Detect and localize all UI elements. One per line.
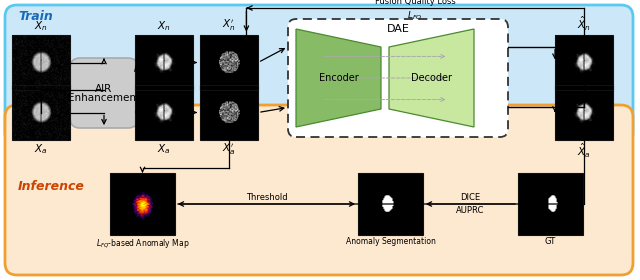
Bar <box>358 173 423 235</box>
Bar <box>12 35 70 90</box>
Text: Inference: Inference <box>18 180 85 193</box>
Bar <box>135 35 193 90</box>
Bar <box>110 173 175 235</box>
Text: Train: Train <box>18 10 52 23</box>
Bar <box>518 173 583 235</box>
Text: GT: GT <box>545 237 556 246</box>
FancyBboxPatch shape <box>288 19 508 137</box>
Bar <box>135 85 193 140</box>
Text: Threshold: Threshold <box>246 193 287 202</box>
Text: DAE: DAE <box>387 24 410 34</box>
Text: Fusion Quality Loss: Fusion Quality Loss <box>375 0 456 6</box>
Text: Encoder: Encoder <box>319 73 358 83</box>
FancyBboxPatch shape <box>70 58 138 128</box>
Text: Decoder: Decoder <box>411 73 452 83</box>
Bar <box>200 35 258 90</box>
Text: $\hat{X}_n$: $\hat{X}_n$ <box>577 15 591 33</box>
Polygon shape <box>389 29 474 127</box>
Text: Enhancement: Enhancement <box>68 93 140 103</box>
FancyBboxPatch shape <box>5 105 633 275</box>
Text: $X_n$: $X_n$ <box>157 19 171 33</box>
Text: $L_{FQ}$: $L_{FQ}$ <box>408 9 423 22</box>
Text: AIR: AIR <box>95 84 113 94</box>
Bar <box>555 35 613 90</box>
Text: $X_n$: $X_n$ <box>34 19 48 33</box>
Text: $X_a$: $X_a$ <box>34 142 48 156</box>
Text: DICE: DICE <box>460 193 481 202</box>
Bar <box>555 85 613 140</box>
Text: Anomaly Segmentation: Anomaly Segmentation <box>346 237 435 246</box>
Bar <box>200 85 258 140</box>
Text: $X_n'$: $X_n'$ <box>222 18 236 33</box>
Text: AUPRC: AUPRC <box>456 206 484 215</box>
FancyBboxPatch shape <box>5 5 633 145</box>
Text: $X_a'$: $X_a'$ <box>222 142 236 157</box>
Polygon shape <box>296 29 381 127</box>
Text: $\hat{X}_a$: $\hat{X}_a$ <box>577 142 591 160</box>
Bar <box>12 85 70 140</box>
Text: $L_{FQ}$-based Anomaly Map: $L_{FQ}$-based Anomaly Map <box>96 237 189 250</box>
Text: $X_a$: $X_a$ <box>157 142 171 156</box>
